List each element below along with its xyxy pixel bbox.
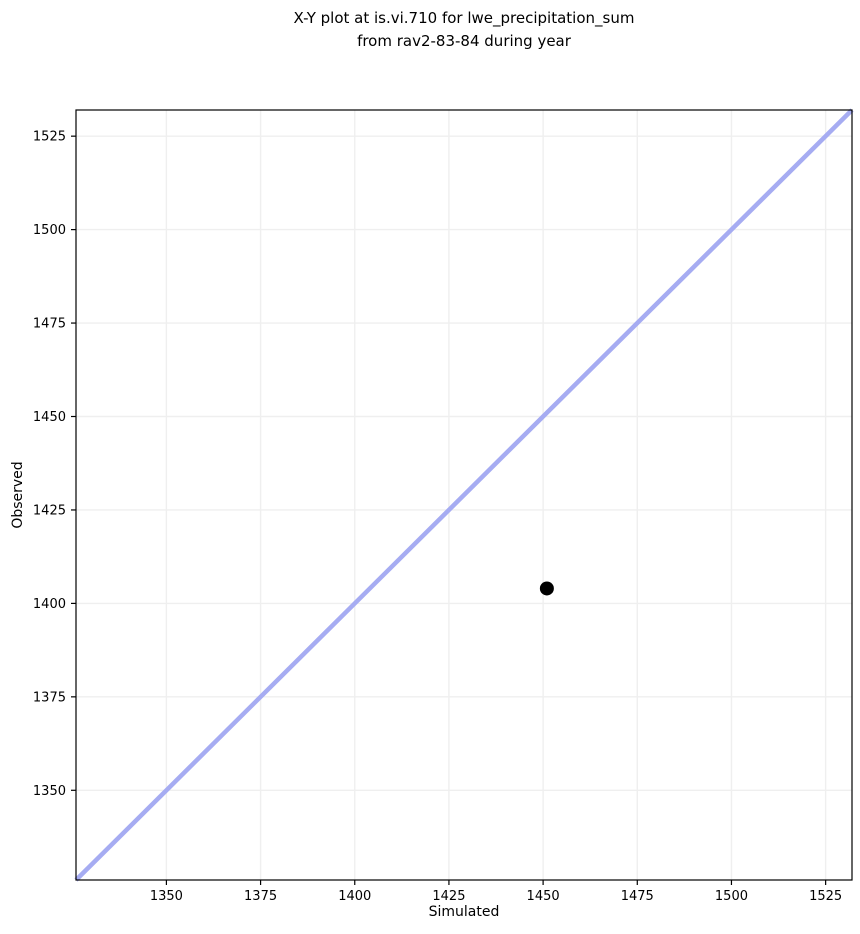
y-tick-label: 1425 [33, 503, 66, 518]
y-tick-label: 1350 [33, 784, 66, 799]
x-tick-label: 1350 [150, 889, 183, 904]
chart-title-line-2: from rav2-83-84 during year [357, 32, 571, 50]
x-axis-label: Simulated [428, 904, 500, 920]
x-tick-label: 1400 [338, 889, 371, 904]
x-tick-label: 1450 [527, 889, 560, 904]
axes-spines [75, 109, 853, 881]
x-tick-label: 1375 [244, 889, 277, 904]
chart-title-line-1: X-Y plot at is.vi.710 for lwe_precipitat… [293, 9, 635, 27]
data-point [539, 581, 554, 596]
x-tick-label: 1525 [809, 889, 842, 904]
x-tick-label: 1500 [715, 889, 748, 904]
y-tick-label: 1475 [33, 317, 66, 332]
y-tick-label: 1375 [33, 690, 66, 705]
y-tick-label: 1500 [33, 223, 66, 238]
y-tick-label: 1525 [33, 130, 66, 145]
y-tick-label: 1450 [33, 410, 66, 425]
identity-line [74, 108, 854, 882]
x-tick-label: 1475 [621, 889, 654, 904]
y-tick-label: 1400 [33, 597, 66, 612]
chart-title: X-Y plot at is.vi.710 for lwe_precipitat… [76, 7, 852, 53]
y-axis-label: Observed [10, 461, 26, 529]
x-tick-label: 1425 [432, 889, 465, 904]
